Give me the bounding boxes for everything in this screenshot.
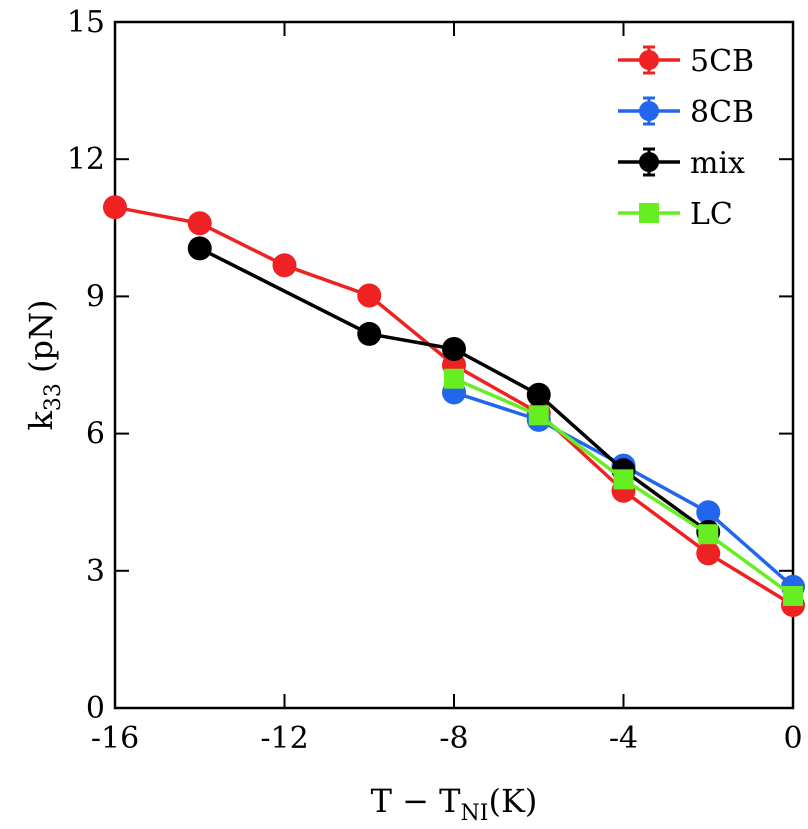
- y-tick-label: 0: [86, 691, 105, 726]
- data-point-mix: [526, 382, 551, 407]
- legend-marker-mix: [639, 152, 659, 172]
- legend-label-lc: LC: [690, 197, 733, 232]
- legend-label-5cb: 5CB: [690, 44, 754, 79]
- legend-entry-mix: mix: [618, 146, 745, 181]
- y-axis-label: k33 (pN): [22, 299, 66, 430]
- tick-labels: -16 -12 -8 -4 0 0 3 6 9 12 15: [67, 5, 803, 756]
- legend: 5CB 8CB mix LC: [618, 44, 754, 232]
- data-point-lc: [698, 524, 719, 545]
- y-tick-label: 6: [86, 417, 105, 452]
- legend-label-mix: mix: [690, 146, 745, 181]
- x-tick-label: -4: [609, 721, 638, 756]
- legend-label-8cb: 8CB: [690, 95, 754, 130]
- y-tick-label: 15: [67, 5, 105, 40]
- x-tick-label: -8: [439, 721, 468, 756]
- series-5cb: [103, 195, 805, 618]
- legend-marker-5cb: [639, 50, 659, 70]
- series-layer: [103, 195, 805, 618]
- data-point-mix: [187, 236, 212, 261]
- x-tick-label: -16: [91, 721, 139, 756]
- x-tick-label: 0: [783, 721, 802, 756]
- data-point-mix: [442, 336, 466, 361]
- x-axis-label: T − TNI(K): [371, 782, 538, 826]
- data-point-8cb: [696, 500, 721, 525]
- data-point-lc: [444, 368, 464, 389]
- data-point-lc: [783, 585, 803, 606]
- series-lc: [444, 368, 803, 606]
- data-point-mix: [357, 321, 382, 346]
- series-line-5cb: [114, 205, 794, 607]
- data-point-lc: [528, 405, 549, 426]
- x-tick-label: -12: [260, 721, 308, 756]
- legend-entry-8cb: 8CB: [618, 95, 754, 130]
- legend-marker-lc: [639, 203, 659, 223]
- data-point-5cb: [187, 211, 212, 236]
- y-tick-label: 3: [86, 554, 105, 589]
- data-point-lc: [613, 469, 634, 490]
- ticks: [114, 21, 794, 709]
- data-point-5cb: [272, 253, 297, 278]
- data-point-5cb: [357, 283, 382, 308]
- legend-entry-5cb: 5CB: [618, 44, 754, 79]
- series-line-mix: [198, 246, 710, 534]
- legend-marker-8cb: [639, 101, 659, 121]
- legend-entry-lc: LC: [618, 197, 733, 232]
- y-tick-label: 12: [67, 142, 105, 177]
- data-point-5cb: [696, 541, 721, 566]
- y-tick-label: 9: [86, 279, 105, 314]
- data-point-5cb: [103, 195, 127, 220]
